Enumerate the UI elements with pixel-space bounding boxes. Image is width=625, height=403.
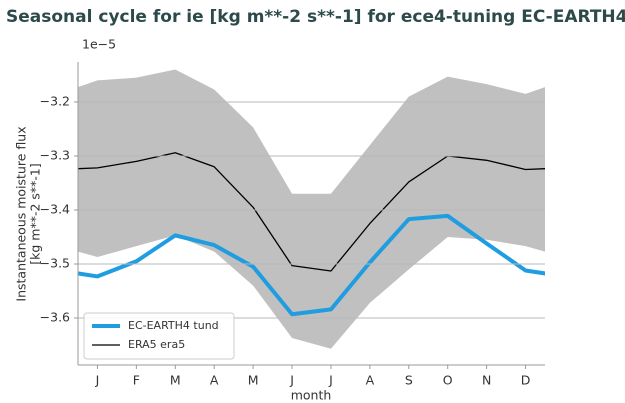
x-tick-label: N <box>482 373 491 388</box>
x-tick-label: M <box>248 373 259 388</box>
series-line <box>78 213 545 317</box>
y-tick-label: −3.6 <box>40 310 70 325</box>
legend-label: ERA5 era5 <box>128 338 185 351</box>
spread-band <box>78 69 545 349</box>
y-axis-label: [kg m**-2 s**-1] <box>28 163 43 265</box>
x-tick-label: O <box>443 373 453 388</box>
plot-area <box>78 69 545 349</box>
x-axis-label: month <box>291 388 332 403</box>
series-line <box>78 152 545 272</box>
x-tick-label: J <box>289 373 294 388</box>
y-tick-label: −3.5 <box>40 256 70 271</box>
legend-box <box>83 312 235 360</box>
x-tick-label: A <box>210 373 219 388</box>
x-tick-label: F <box>133 373 140 388</box>
x-tick-label: S <box>405 373 413 388</box>
x-tick-label: A <box>366 373 375 388</box>
y-axis-label: Instantaneous moisture flux <box>14 126 29 301</box>
y-tick-label: −3.2 <box>40 93 70 108</box>
legend-label: EC-EARTH4 tund <box>128 319 219 332</box>
x-tick-label: J <box>95 373 100 388</box>
x-tick-label: M <box>170 373 181 388</box>
x-tick-label: D <box>521 373 531 388</box>
chart-title: Seasonal cycle for ie [kg m**-2 s**-1] f… <box>6 7 625 27</box>
y-tick-label: −3.3 <box>40 147 70 162</box>
y-offset-label: 1e−5 <box>82 37 116 52</box>
y-tick-label: −3.4 <box>40 201 70 216</box>
x-tick-label: J <box>328 373 333 388</box>
